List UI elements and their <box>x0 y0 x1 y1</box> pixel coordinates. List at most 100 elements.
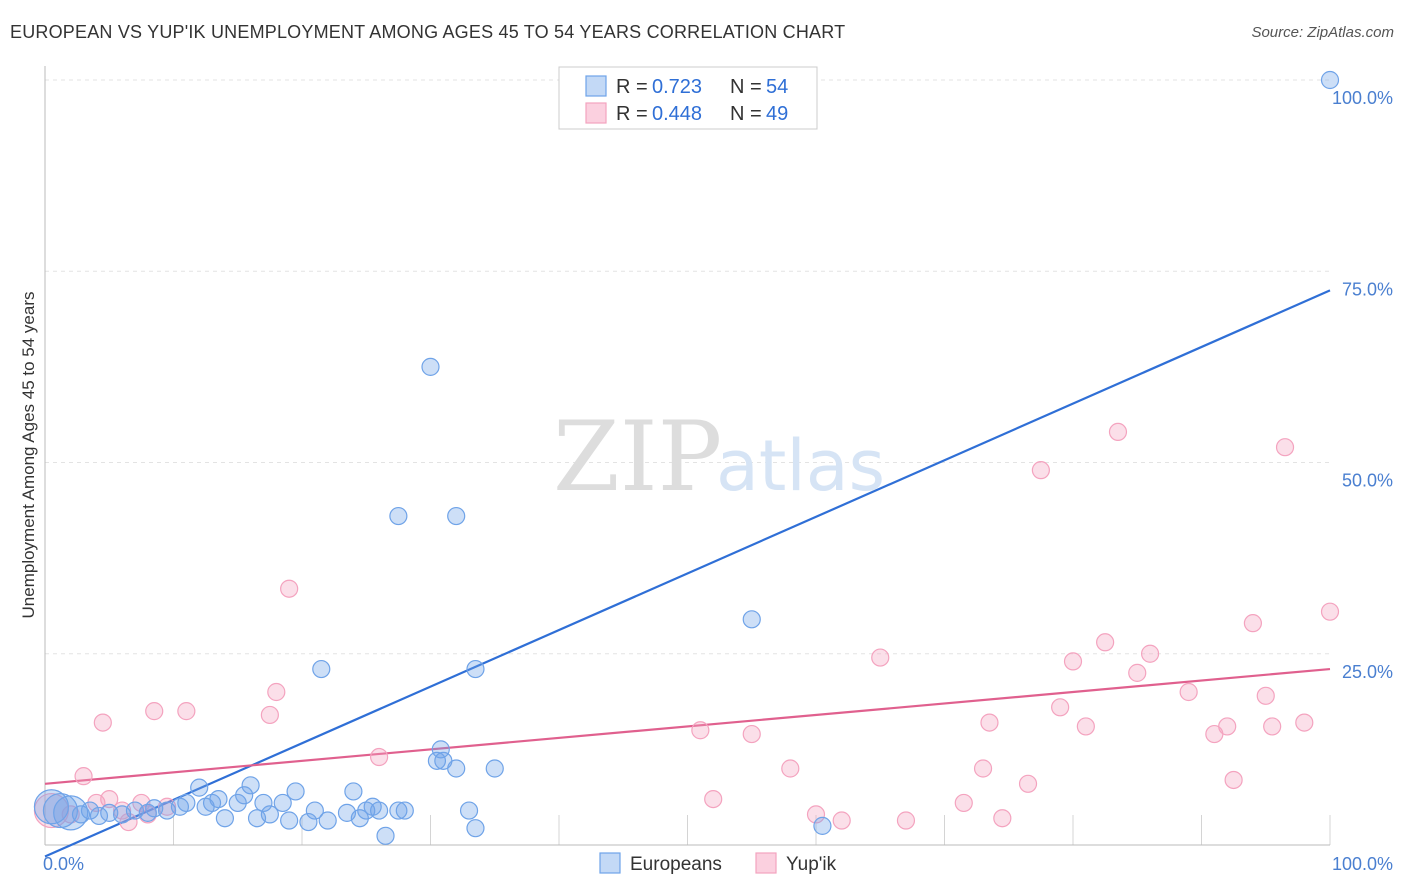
y-axis-title: Unemployment Among Ages 45 to 54 years <box>19 292 38 619</box>
point-europeans-23 <box>254 793 273 813</box>
point-europeans-2 <box>53 795 89 831</box>
point-yupik-10 <box>93 713 112 732</box>
point-europeans-0 <box>33 789 70 825</box>
stats-legend: R = 0.723 N = 54 R = 0.448 N = 49 <box>558 66 818 130</box>
point-yupik-37 <box>1140 644 1160 663</box>
x-tick-labels: 0.0% 100.0% <box>43 854 1393 874</box>
point-yupik-36 <box>1128 663 1147 682</box>
point-europeans-37 <box>376 826 395 845</box>
watermark-atlas: atlas <box>716 425 885 507</box>
point-yupik-45 <box>1275 438 1295 457</box>
point-europeans-41 <box>431 740 450 759</box>
bottom-legend-label-europeans: Europeans <box>630 854 722 875</box>
point-yupik-24 <box>896 811 916 830</box>
point-europeans-24 <box>260 805 279 824</box>
series-yupik-points <box>33 422 1340 832</box>
point-yupik-38 <box>1179 682 1198 702</box>
point-yupik-27 <box>980 713 999 732</box>
chart-source: Source: ZipAtlas.com <box>1251 24 1394 41</box>
y-tick-label-2: 75.0% <box>1342 279 1393 299</box>
y-tick-label-3: 100.0% <box>1332 88 1393 108</box>
point-yupik-14 <box>267 682 286 702</box>
series-europeans-points <box>33 70 1340 845</box>
point-europeans-54 <box>1320 70 1340 90</box>
point-europeans-32 <box>344 782 363 801</box>
point-europeans-43 <box>447 759 466 778</box>
point-yupik-28 <box>993 809 1012 828</box>
point-europeans-17 <box>209 789 228 809</box>
point-europeans-46 <box>485 759 504 778</box>
trend-line-europeans <box>44 289 1331 858</box>
point-yupik-41 <box>1224 770 1243 790</box>
bottom-legend-swatch-yupik <box>755 852 777 874</box>
point-yupik-20 <box>781 759 800 778</box>
point-yupik-43 <box>1256 686 1275 705</box>
point-europeans-4 <box>80 801 100 820</box>
point-yupik-23 <box>871 648 890 667</box>
point-europeans-45 <box>466 819 485 838</box>
point-yupik-15 <box>280 579 299 598</box>
point-europeans-5 <box>89 806 109 826</box>
bottom-legend-label-yupik: Yup'ik <box>786 854 837 875</box>
legend-r-value-europeans: 0.723 <box>652 76 702 98</box>
point-europeans-20 <box>235 786 254 805</box>
point-yupik-25 <box>954 793 973 813</box>
point-europeans-13 <box>177 793 196 813</box>
point-europeans-25 <box>273 793 292 813</box>
point-europeans-29 <box>305 801 324 820</box>
y-tick-label-0: 25.0% <box>1342 662 1393 682</box>
point-yupik-35 <box>1108 422 1128 441</box>
point-europeans-14 <box>190 778 209 797</box>
point-europeans-40 <box>427 751 447 770</box>
chart-title: EUROPEAN VS YUP'IK UNEMPLOYMENT AMONG AG… <box>10 22 846 42</box>
series-legend: Europeans Yup'ik <box>599 852 837 875</box>
point-europeans-21 <box>241 776 260 795</box>
point-yupik-12 <box>177 702 196 721</box>
point-yupik-19 <box>742 724 761 744</box>
point-yupik-40 <box>1218 717 1237 736</box>
legend-r-label-yupik: R = <box>616 103 648 125</box>
point-europeans-51 <box>466 659 485 679</box>
point-europeans-3 <box>71 805 91 824</box>
point-yupik-16 <box>370 747 389 767</box>
point-europeans-50 <box>312 659 331 679</box>
point-yupik-33 <box>1076 717 1095 736</box>
point-yupik-18 <box>704 789 723 809</box>
point-yupik-13 <box>260 705 279 725</box>
point-yupik-26 <box>973 759 993 778</box>
point-yupik-47 <box>1320 602 1340 621</box>
point-yupik-11 <box>145 702 164 721</box>
legend-r-label-europeans: R = <box>616 76 648 98</box>
point-europeans-48 <box>447 506 466 526</box>
legend-swatch-yupik <box>585 102 607 124</box>
point-europeans-18 <box>215 809 234 828</box>
point-yupik-2 <box>74 767 93 786</box>
legend-n-label-europeans: N = <box>730 76 762 98</box>
point-europeans-53 <box>813 816 832 835</box>
point-europeans-52 <box>742 610 761 629</box>
point-yupik-29 <box>1018 774 1038 793</box>
point-europeans-39 <box>395 801 414 820</box>
point-yupik-42 <box>1243 614 1263 633</box>
legend-n-value-yupik: 49 <box>766 103 788 125</box>
point-europeans-36 <box>370 801 389 820</box>
point-yupik-34 <box>1096 633 1115 652</box>
point-europeans-47 <box>389 506 408 526</box>
bottom-legend-swatch-europeans <box>599 852 621 874</box>
y-tick-labels: 25.0% 50.0% 75.0% 100.0% <box>1332 88 1393 682</box>
watermark-zip: ZIP <box>553 401 722 513</box>
legend-r-value-yupik: 0.448 <box>652 103 702 125</box>
point-europeans-9 <box>138 803 157 822</box>
point-yupik-44 <box>1263 717 1282 736</box>
point-yupik-21 <box>806 805 826 824</box>
trend-line-yupik <box>44 667 1331 785</box>
point-yupik-32 <box>1063 652 1083 671</box>
legend-n-label-yupik: N = <box>730 103 762 125</box>
point-yupik-17 <box>691 721 710 740</box>
point-europeans-38 <box>389 801 408 820</box>
axes <box>44 66 1330 846</box>
point-europeans-26 <box>280 811 299 830</box>
point-europeans-1 <box>42 792 79 829</box>
x-tick-label-1: 100.0% <box>1332 854 1393 874</box>
